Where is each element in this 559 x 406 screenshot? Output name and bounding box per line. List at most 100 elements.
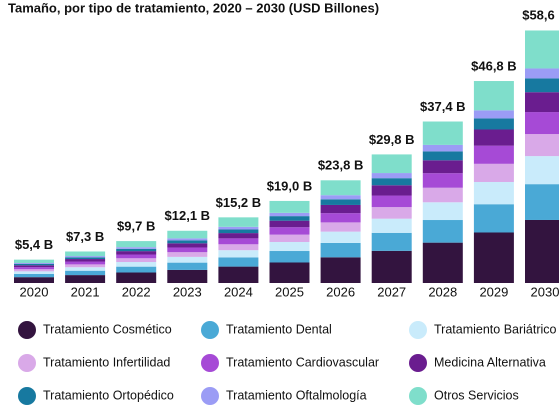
legend-label: Tratamiento Cardiovascular	[226, 355, 379, 369]
x-tick-label: 2027	[377, 284, 406, 299]
bar-segment	[218, 266, 259, 283]
legend-swatch	[18, 387, 36, 405]
bar-segment	[371, 185, 412, 196]
total-label: $19,0 B	[267, 178, 313, 193]
legend-label: Medicina Alternativa	[434, 355, 546, 369]
bar-segment	[14, 277, 54, 283]
bar-segment	[422, 187, 463, 203]
bar-segment	[473, 118, 514, 130]
bar-segment	[371, 207, 412, 219]
legend-swatch	[409, 387, 427, 405]
x-tick-label: 2026	[326, 284, 355, 299]
bar-segment	[320, 231, 361, 243]
x-tick-label: 2025	[275, 284, 304, 299]
bar-segment	[116, 241, 157, 248]
bar-segment	[473, 181, 514, 205]
bar-segment	[116, 247, 157, 249]
bar-segment	[422, 144, 463, 152]
x-tick-label: 2022	[122, 284, 151, 299]
bar-segment	[167, 256, 208, 263]
bar-segment	[473, 204, 514, 233]
x-tick-label: 2029	[479, 284, 508, 299]
x-tick-label: 2030	[531, 284, 559, 299]
bar-segment	[116, 262, 157, 267]
bar-segment	[525, 219, 559, 283]
bar-segment	[320, 204, 361, 214]
x-tick-label: 2020	[20, 284, 49, 299]
legend-swatch	[201, 321, 219, 339]
bar-segment	[218, 233, 259, 239]
bar-segment	[218, 226, 259, 230]
x-tick-label: 2021	[71, 284, 100, 299]
bar-segment	[422, 242, 463, 283]
bar-segment	[116, 248, 157, 252]
bar-segment	[14, 269, 54, 272]
bar-segment	[422, 160, 463, 174]
bar-segment	[422, 220, 463, 243]
legend-label: Tratamiento Bariátrico	[434, 322, 557, 336]
total-label: $37,4 B	[420, 99, 466, 114]
bar-segment	[65, 267, 106, 271]
bar-segment	[167, 262, 208, 270]
bar-segment	[269, 234, 310, 242]
bar-segment	[116, 251, 157, 255]
total-label: $15,2 B	[216, 195, 262, 210]
total-label: $29,8 B	[369, 132, 415, 147]
bar-segment	[473, 110, 514, 119]
chart-title: Tamaño, por tipo de tratamiento, 2020 – …	[8, 0, 379, 15]
legend-swatch	[201, 387, 219, 405]
legend-swatch	[18, 354, 36, 372]
bar-segment	[269, 227, 310, 235]
bar-segment	[422, 202, 463, 221]
legend-swatch	[201, 354, 219, 372]
bar-segment	[320, 199, 361, 205]
bar-segment	[218, 217, 259, 227]
bar-segment	[473, 163, 514, 182]
total-label: $12,1 B	[165, 208, 211, 223]
bar-segment	[116, 266, 157, 273]
x-tick-label: 2024	[224, 284, 253, 299]
bar-segment	[167, 269, 208, 283]
bar-segment	[269, 200, 310, 213]
bar-segment	[525, 92, 559, 113]
bar-segment	[116, 258, 157, 263]
bar-segment	[65, 275, 106, 283]
bar-segment	[371, 218, 412, 233]
bar-segment	[14, 259, 54, 264]
bar-segment	[167, 252, 208, 257]
bar-segment	[371, 178, 412, 186]
bar-segment	[65, 261, 106, 265]
bar-segment	[525, 30, 559, 69]
legend-label: Tratamiento Infertilidad	[43, 355, 170, 369]
total-label: $46,8 B	[471, 58, 517, 73]
legend-label: Tratamiento Ortopédico	[43, 388, 174, 402]
total-label: $5,4 B	[15, 237, 53, 252]
bar-segment	[525, 156, 559, 185]
bar-segment	[269, 216, 310, 221]
bar-segment	[167, 230, 208, 239]
bar-segment	[269, 251, 310, 263]
bar-segment	[167, 238, 208, 241]
bar-segment	[218, 250, 259, 258]
bar-segment	[320, 195, 361, 200]
bar-segment	[422, 151, 463, 161]
total-label: $23,8 B	[318, 158, 364, 173]
bar-segment	[65, 256, 106, 258]
bar-segment	[269, 212, 310, 217]
bar-segment	[320, 180, 361, 196]
legend-label: Tratamiento Cosmético	[43, 322, 172, 336]
bar-segment	[14, 263, 54, 266]
bar-segment	[167, 240, 208, 244]
bar-segment	[218, 244, 259, 251]
bar-segment	[320, 213, 361, 223]
legend-label: Tratamiento Oftalmología	[226, 388, 367, 402]
bar-segment	[116, 272, 157, 283]
bar-segment	[269, 262, 310, 283]
bar-segment	[14, 273, 54, 278]
bar-segment	[218, 238, 259, 245]
x-tick-label: 2023	[173, 284, 202, 299]
bar-segment	[371, 154, 412, 174]
total-label: $58,6 B	[522, 7, 559, 22]
bar-segment	[65, 251, 106, 257]
